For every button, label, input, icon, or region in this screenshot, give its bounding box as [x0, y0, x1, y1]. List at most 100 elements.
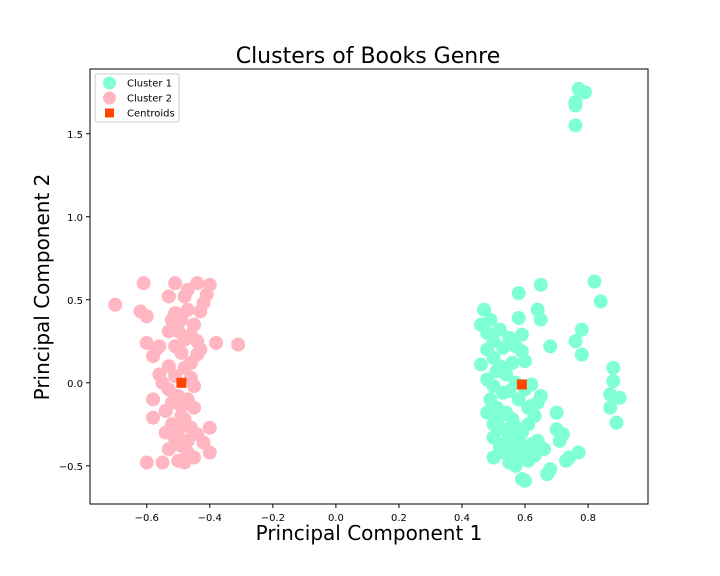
cluster-1-point: [568, 334, 583, 349]
cluster-1-point: [559, 453, 574, 468]
cluster-1-point: [593, 294, 608, 309]
cluster-1-point: [587, 274, 602, 289]
cluster-1-point: [549, 422, 564, 437]
cluster-2-point: [139, 455, 154, 470]
cluster-1-point: [489, 364, 504, 379]
y-tick-label: 1.5: [67, 130, 83, 141]
y-tick-label: −0.5: [59, 462, 83, 473]
x-tick-label: 0.2: [391, 513, 407, 524]
cluster-2-point: [231, 337, 246, 352]
y-tick-label: 0.5: [67, 296, 83, 307]
cluster-1-point: [524, 437, 539, 452]
cluster-1-point: [495, 340, 510, 355]
cluster-1-point: [606, 374, 621, 389]
cluster-1-point: [480, 405, 495, 420]
cluster-2-point: [161, 289, 176, 304]
cluster-1-point: [508, 450, 523, 465]
cluster-2-point: [174, 409, 189, 424]
cluster-2-point: [168, 276, 183, 291]
centroid-point: [176, 377, 187, 388]
cluster-2-point: [190, 334, 205, 349]
cluster-2-point: [180, 433, 195, 448]
cluster-2-point: [146, 349, 161, 364]
cluster-2-point: [108, 297, 123, 312]
cluster-1-point: [574, 322, 589, 337]
cluster-2-point: [161, 359, 176, 374]
cluster-1-point: [533, 312, 548, 327]
cluster-1-point: [521, 400, 536, 415]
x-tick-label: −0.4: [198, 513, 222, 524]
cluster-1-point: [612, 390, 627, 405]
cluster-1-point: [533, 277, 548, 292]
cluster-2-point: [187, 379, 202, 394]
points-layer: [108, 81, 627, 488]
cluster-1-point: [483, 312, 498, 327]
cluster-1-point: [518, 473, 533, 488]
cluster-2-point: [177, 289, 192, 304]
cluster-1-point: [549, 405, 564, 420]
cluster-2-point: [146, 410, 161, 425]
cluster-1-point: [603, 400, 618, 415]
x-tick-label: 0.0: [328, 513, 344, 524]
cluster-1-point: [543, 339, 558, 354]
cluster-2-point: [136, 276, 151, 291]
cluster-1-point: [524, 377, 539, 392]
x-tick-label: 0.8: [580, 513, 596, 524]
cluster-1-point: [609, 415, 624, 430]
cluster-1-point: [514, 327, 529, 342]
cluster-2-point: [168, 339, 183, 354]
cluster-1-point: [540, 467, 555, 482]
legend-marker: [105, 108, 114, 118]
cluster-1-point: [571, 445, 586, 460]
x-tick-label: 0.6: [517, 513, 533, 524]
x-tick-label: −0.2: [261, 513, 285, 524]
legend-label: Cluster 1: [127, 79, 172, 90]
cluster-1-point: [511, 311, 526, 326]
legend-label: Centroids: [127, 109, 175, 120]
chart-title: Clusters of Books Genre: [236, 44, 501, 69]
legend: Cluster 1 Cluster 2 Centroids: [94, 73, 180, 123]
cluster-1-point: [552, 433, 567, 448]
legend-marker: [103, 76, 116, 90]
cluster-2-point: [183, 355, 198, 370]
y-axis-label: Principal Component 2: [30, 174, 54, 401]
cluster-1-point: [473, 357, 488, 372]
y-tick-label: 0.0: [67, 379, 83, 390]
cluster-1-point: [477, 302, 492, 317]
cluster-1-point: [511, 392, 526, 407]
y-tick-label: 1.0: [67, 213, 83, 224]
cluster-1-point: [574, 347, 589, 362]
cluster-1-point: [577, 85, 592, 100]
cluster-1-point: [492, 322, 507, 337]
cluster-2-point: [146, 392, 161, 407]
cluster-2-point: [196, 435, 211, 450]
cluster-1-point: [568, 118, 583, 133]
cluster-1-point: [511, 286, 526, 301]
x-tick-label: −0.6: [135, 513, 159, 524]
cluster-2-point: [177, 455, 192, 470]
cluster-2-point: [158, 404, 173, 419]
plot-frame: [89, 68, 649, 505]
cluster-2-point: [187, 400, 202, 415]
cluster-2-point: [158, 425, 173, 440]
x-tick-label: 0.4: [454, 513, 470, 524]
legend-box: [94, 73, 180, 123]
cluster-1-point: [511, 433, 526, 448]
cluster-2-point: [180, 302, 195, 317]
y-ticks: −0.5 0.0 0.5 1.0 1.5: [59, 130, 90, 473]
cluster-2-point: [209, 335, 224, 350]
cluster-1-point: [505, 355, 520, 370]
x-ticks: −0.6 −0.4 −0.2 0.0 0.2 0.4 0.6 0.8: [135, 504, 596, 524]
cluster-2-point: [155, 455, 170, 470]
centroid-point: [516, 379, 527, 390]
cluster-2-point: [202, 445, 217, 460]
cluster-2-point: [139, 309, 154, 324]
cluster-2-point: [164, 312, 179, 327]
x-axis-label: Principal Component 1: [256, 521, 483, 545]
cluster-1-point: [568, 98, 583, 113]
cluster-1-point: [492, 445, 507, 460]
cluster-1-point: [606, 360, 621, 375]
cluster-1-point: [536, 442, 551, 457]
legend-label: Cluster 2: [127, 94, 172, 105]
